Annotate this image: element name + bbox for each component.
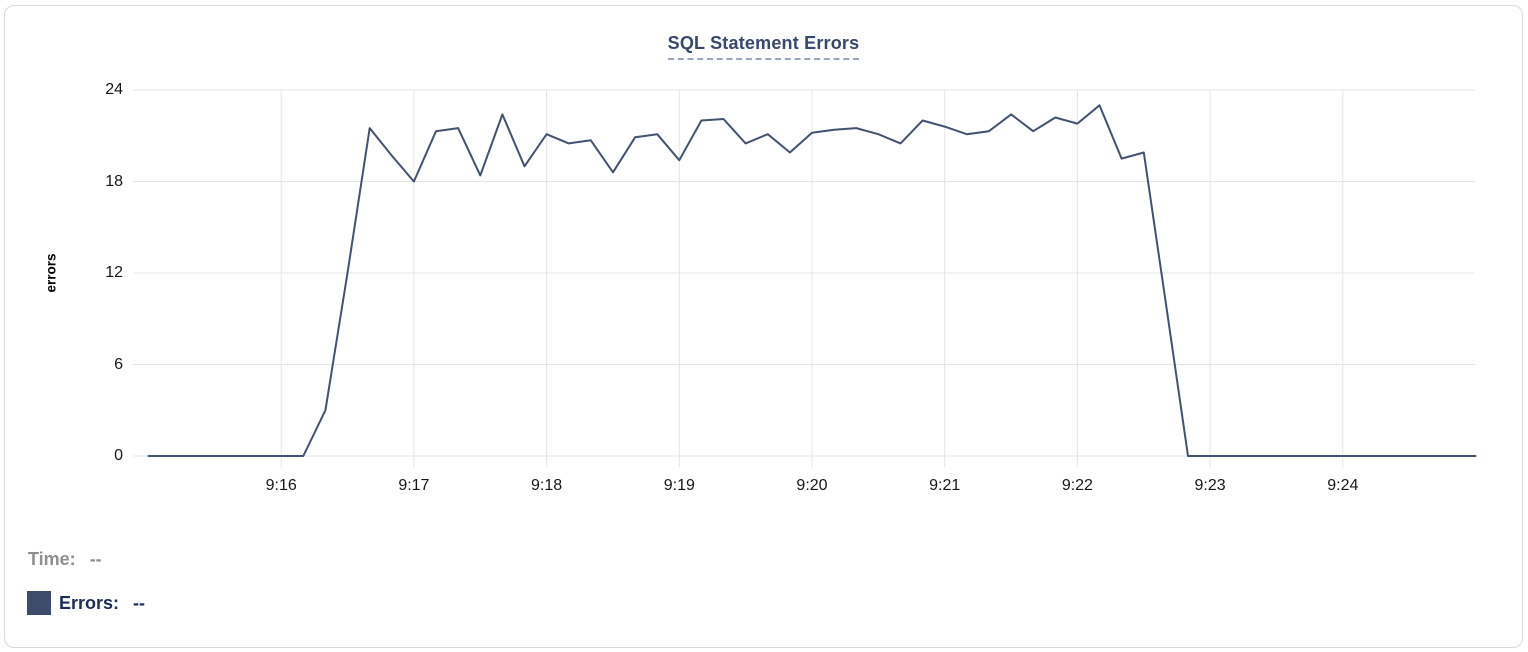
- x-tick-label: 9:21: [929, 477, 961, 494]
- series-color-swatch: [27, 591, 51, 615]
- y-tick-label: 0: [114, 447, 123, 464]
- tooltip-errors-value: --: [133, 592, 146, 613]
- tooltip-time-value: --: [89, 549, 102, 569]
- x-tick-label: 9:19: [663, 477, 695, 494]
- x-tick-label: 9:18: [531, 477, 563, 494]
- tooltip-errors-label: Errors:: [59, 592, 120, 613]
- tooltip-time-row: Time: --: [28, 549, 102, 570]
- vertical-gridlines: [280, 90, 1344, 467]
- legend-errors-row[interactable]: Errors: --: [27, 591, 145, 615]
- y-tick-label: 12: [105, 264, 123, 281]
- series-line[interactable]: [147, 104, 1477, 457]
- chart-card: SQL Statement Errors errors 0 6 12 18 24 9:1…: [4, 5, 1523, 648]
- y-tick-label: 6: [114, 355, 123, 373]
- x-tick-label: 9:20: [796, 477, 828, 494]
- x-tick-label: 9:23: [1194, 477, 1226, 494]
- x-tick-label: 9:17: [398, 477, 430, 494]
- x-tick-label: 9:24: [1327, 477, 1359, 494]
- y-tick-label: 24: [105, 81, 123, 98]
- x-tick-label: 9:22: [1061, 477, 1093, 494]
- chart-title[interactable]: SQL Statement Errors: [667, 33, 860, 60]
- y-tick-label: 18: [105, 172, 123, 190]
- horizontal-gridlines: [133, 89, 1475, 457]
- line-chart-plot[interactable]: [5, 6, 1528, 652]
- chart-header: SQL Statement Errors: [5, 33, 1522, 60]
- tooltip-time-label: Time:: [28, 549, 76, 569]
- x-tick-label: 9:16: [265, 477, 297, 494]
